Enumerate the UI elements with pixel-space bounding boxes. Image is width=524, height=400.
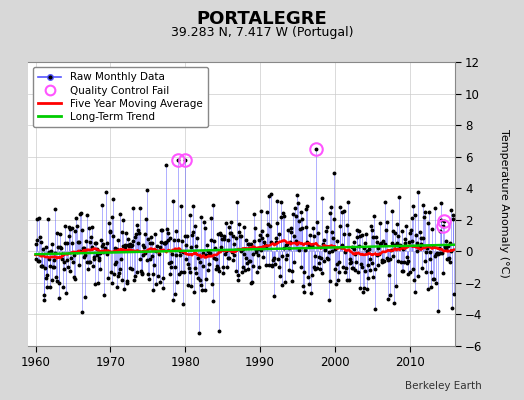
Text: 39.283 N, 7.417 W (Portugal): 39.283 N, 7.417 W (Portugal) [171,26,353,39]
Legend: Raw Monthly Data, Quality Control Fail, Five Year Moving Average, Long-Term Tren: Raw Monthly Data, Quality Control Fail, … [33,67,208,127]
Text: Berkeley Earth: Berkeley Earth [406,381,482,391]
Y-axis label: Temperature Anomaly (°C): Temperature Anomaly (°C) [499,130,509,278]
Text: PORTALEGRE: PORTALEGRE [196,10,328,28]
